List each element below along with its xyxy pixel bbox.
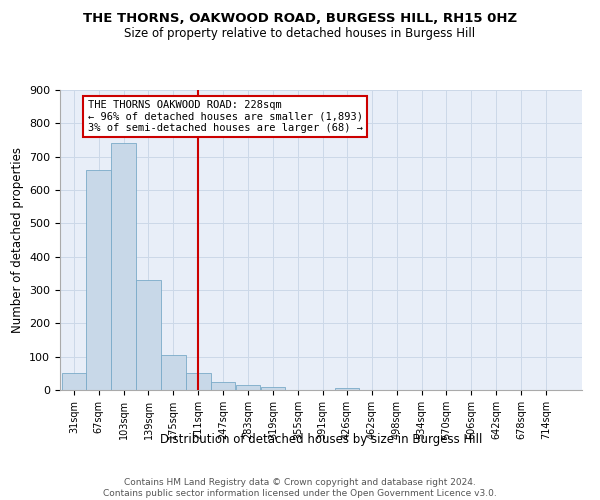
Bar	[62, 374, 86, 390]
Bar	[236, 385, 260, 390]
Y-axis label: Number of detached properties: Number of detached properties	[11, 147, 23, 333]
Bar	[260, 386, 285, 390]
Bar	[211, 382, 235, 390]
Bar	[112, 144, 136, 390]
Bar	[86, 170, 111, 390]
Text: Size of property relative to detached houses in Burgess Hill: Size of property relative to detached ho…	[124, 28, 476, 40]
Bar	[161, 355, 185, 390]
Bar	[186, 374, 211, 390]
Bar	[136, 280, 161, 390]
Text: Distribution of detached houses by size in Burgess Hill: Distribution of detached houses by size …	[160, 432, 482, 446]
Text: THE THORNS, OAKWOOD ROAD, BURGESS HILL, RH15 0HZ: THE THORNS, OAKWOOD ROAD, BURGESS HILL, …	[83, 12, 517, 26]
Bar	[335, 388, 359, 390]
Text: Contains HM Land Registry data © Crown copyright and database right 2024.
Contai: Contains HM Land Registry data © Crown c…	[103, 478, 497, 498]
Text: THE THORNS OAKWOOD ROAD: 228sqm
← 96% of detached houses are smaller (1,893)
3% : THE THORNS OAKWOOD ROAD: 228sqm ← 96% of…	[88, 100, 362, 133]
